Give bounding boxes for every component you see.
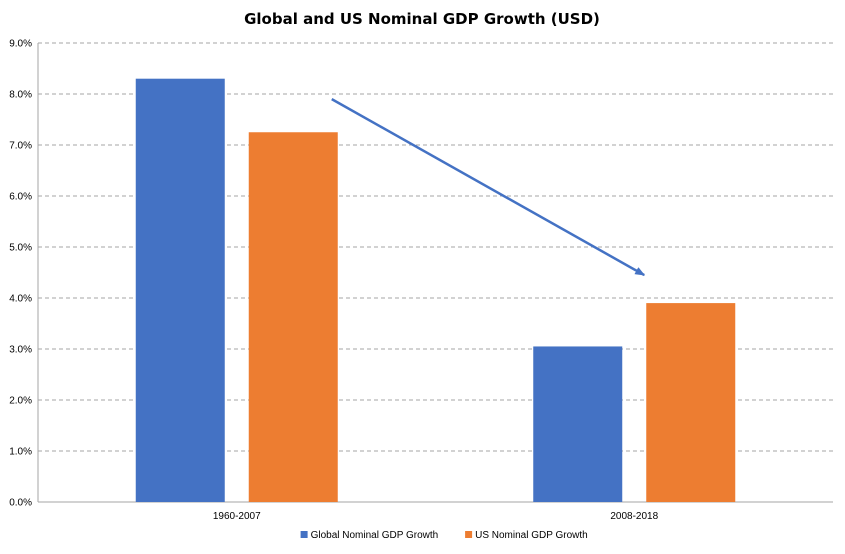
legend-label: US Nominal GDP Growth bbox=[475, 530, 588, 541]
y-tick-label: 1.0% bbox=[9, 447, 32, 458]
x-tick-label: 2008-2018 bbox=[610, 511, 658, 522]
y-tick-label: 2.0% bbox=[9, 396, 32, 407]
y-tick-label: 7.0% bbox=[9, 141, 32, 152]
y-tick-label: 6.0% bbox=[9, 192, 32, 203]
bar-us-nominal-gdp-growth-2008-2018 bbox=[646, 303, 736, 502]
bar-us-nominal-gdp-growth-1960-2007 bbox=[248, 132, 338, 502]
annotations bbox=[331, 98, 646, 277]
trend-arrow bbox=[331, 98, 646, 277]
y-tick-label: 5.0% bbox=[9, 243, 32, 254]
legend-label: Global Nominal GDP Growth bbox=[311, 530, 439, 541]
x-tick-label: 1960-2007 bbox=[213, 511, 261, 522]
bars bbox=[135, 78, 736, 502]
legend: Global Nominal GDP Growth US Nominal GDP … bbox=[300, 530, 588, 541]
y-tick-label: 3.0% bbox=[9, 345, 32, 356]
y-tick-label: 8.0% bbox=[9, 90, 32, 101]
y-tick-label: 4.0% bbox=[9, 294, 32, 305]
bar-global-nominal-gdp-growth-1960-2007 bbox=[135, 78, 225, 502]
x-axis-ticks: 1960-2007 2008-2018 bbox=[213, 511, 659, 522]
legend-swatch bbox=[300, 531, 308, 538]
bar-global-nominal-gdp-growth-2008-2018 bbox=[533, 346, 623, 502]
y-tick-label: 9.0% bbox=[9, 39, 32, 50]
chart-title: Global and US Nominal GDP Growth (USD) bbox=[244, 10, 600, 28]
y-axis-ticks: 0.0% 1.0% 2.0% 3.0% 4.0% 5.0% 6.0% 7.0% 8.0% 9.0% bbox=[9, 39, 32, 509]
y-tick-label: 0.0% bbox=[9, 498, 32, 509]
legend-swatch bbox=[465, 531, 473, 538]
